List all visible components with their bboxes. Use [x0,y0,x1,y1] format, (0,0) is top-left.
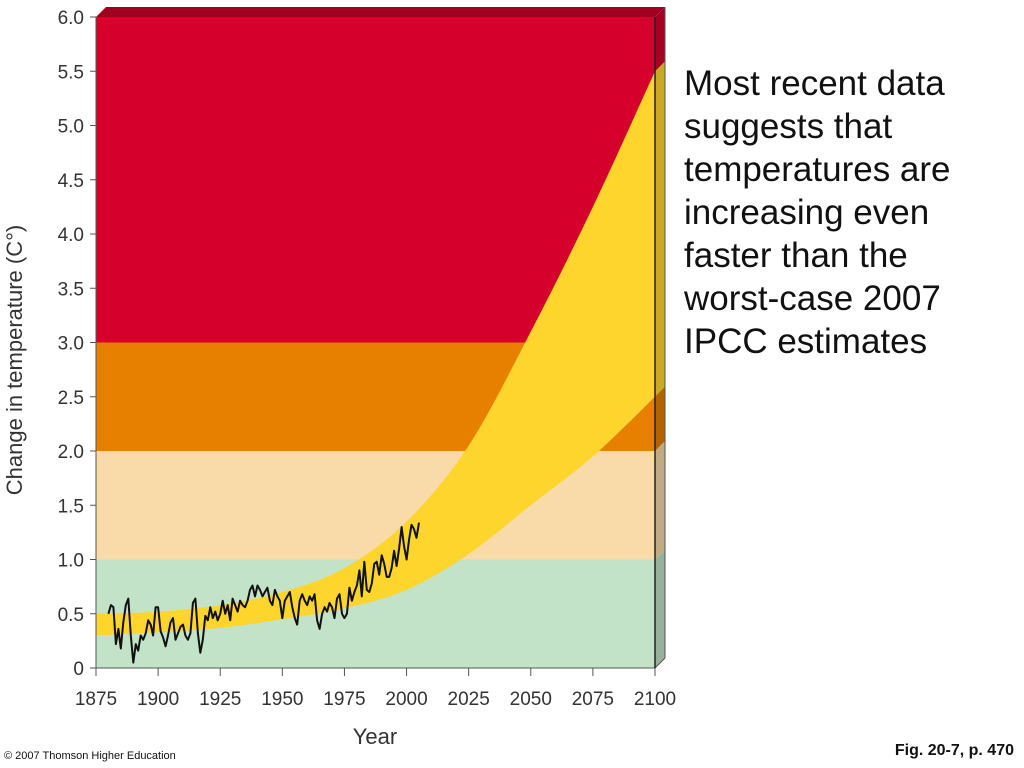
annotation-line: temperatures are [684,150,951,189]
x-tick-label: 1875 [75,689,117,710]
temperature-band-side [655,441,665,560]
annotation-line: suggests that [684,107,893,146]
annotation-line: Most recent data [684,64,945,103]
projection-band [96,61,665,636]
y-axis-title: Change in temperature (C°) [2,225,27,495]
chart-top-face [96,7,665,17]
y-tick-label: 1.5 [58,496,84,517]
observed-temperature-series [107,522,420,664]
y-axis-ticks: 0 0.5 1.0 1.5 2.0 2.5 3.0 3.5 4.0 4.5 5.0 5.5 6.0 [58,8,96,680]
x-tick-label: 2000 [385,689,427,710]
y-tick-label: 0 [73,659,84,680]
frame-edge [654,657,666,669]
y-tick-label: 6.0 [58,8,84,29]
annotation-line: faster than the [684,236,908,275]
series-line [107,522,420,664]
y-tick-label: 4.5 [58,171,84,192]
projection-band-side [655,61,665,397]
y-tick-label: 3.0 [58,334,84,355]
x-tick-label: 1900 [137,689,179,710]
x-tick-label: 1925 [199,689,241,710]
x-tick-label: 2100 [634,689,676,710]
figure-reference: Fig. 20-7, p. 470 [894,742,1014,759]
temperature-band-side [655,549,665,668]
y-tick-label: 0.5 [58,605,84,626]
x-tick-label: 2025 [448,689,490,710]
annotation-text: Most recent data suggests that temperatu… [684,62,1014,363]
x-tick-label: 2050 [510,689,552,710]
annotation-line: IPCC estimates [684,322,928,361]
y-tick-label: 2.0 [58,442,84,463]
projection-band-area [96,71,655,636]
y-tick-label: 2.5 [58,388,84,409]
x-tick-label: 2075 [572,689,614,710]
x-axis-title: Year [353,724,397,749]
x-tick-label: 1975 [323,689,365,710]
annotation-line: increasing even [684,193,930,232]
y-tick-label: 1.0 [58,551,84,572]
y-tick-label: 5.0 [58,117,84,138]
y-tick-label: 5.5 [58,62,84,83]
annotation-line: worst-case 2007 [684,279,941,318]
y-tick-label: 4.0 [58,225,84,246]
chart-3d-top [96,7,665,17]
x-axis-ticks: 1875 1900 1925 1950 1975 2000 2025 2050 2075 2100 [75,668,676,710]
y-tick-label: 3.5 [58,279,84,300]
x-tick-label: 1950 [261,689,303,710]
copyright-notice: © 2007 Thomson Higher Education [4,750,176,762]
